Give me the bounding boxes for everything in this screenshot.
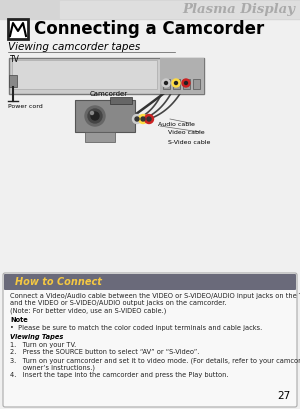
Bar (0, 0, 300, 19)
Text: owner’s instructions.): owner’s instructions.) (10, 364, 95, 371)
Text: 27: 27 (277, 391, 290, 401)
Bar (75, 100, 135, 132)
Bar (173, 79, 180, 89)
Circle shape (133, 115, 142, 124)
Bar (9, 58, 204, 94)
FancyBboxPatch shape (4, 274, 296, 290)
Text: Connect a Video/Audio cable between the VIDEO or S-VIDEO/AUDIO input jacks on th: Connect a Video/Audio cable between the … (10, 293, 300, 299)
Circle shape (172, 79, 180, 87)
Bar (193, 79, 200, 89)
Bar (60, 1, 300, 18)
Text: Note: Note (10, 317, 28, 324)
Text: 1.   Turn on your TV.: 1. Turn on your TV. (10, 342, 76, 348)
Bar (183, 79, 190, 89)
Text: Video cable: Video cable (168, 130, 205, 135)
Text: Power cord: Power cord (8, 104, 43, 109)
FancyBboxPatch shape (3, 273, 297, 407)
Bar (12, 60, 157, 89)
Bar (8, 19, 28, 39)
Circle shape (184, 81, 188, 85)
Circle shape (145, 115, 154, 124)
Bar (85, 132, 115, 142)
Text: •  Please be sure to match the color coded input terminals and cable jacks.: • Please be sure to match the color code… (10, 325, 262, 331)
Text: Plasma Display: Plasma Display (182, 4, 295, 16)
Circle shape (147, 117, 151, 121)
Text: Audio cable: Audio cable (158, 121, 195, 126)
Circle shape (162, 79, 170, 87)
Bar (160, 58, 204, 94)
Text: How to Connect: How to Connect (15, 277, 102, 287)
Circle shape (182, 79, 190, 87)
Text: TV: TV (10, 55, 20, 64)
Circle shape (139, 115, 148, 124)
Circle shape (175, 81, 178, 85)
Text: S-Video cable: S-Video cable (168, 139, 210, 144)
Text: 3.   Turn on your camcorder and set it to video mode. (For details, refer to you: 3. Turn on your camcorder and set it to … (10, 357, 300, 364)
Text: Connecting a Camcorder: Connecting a Camcorder (34, 20, 264, 38)
Text: Viewing camcorder tapes: Viewing camcorder tapes (8, 42, 140, 52)
Circle shape (85, 106, 105, 126)
Circle shape (88, 109, 102, 123)
Bar (163, 79, 170, 89)
Bar (9, 75, 17, 87)
Text: 2.   Press the SOURCE button to select “AV” or “S-Video”.: 2. Press the SOURCE button to select “AV… (10, 350, 200, 355)
Circle shape (91, 112, 94, 115)
Circle shape (91, 112, 99, 120)
Text: 4.   Insert the tape into the camcorder and press the Play button.: 4. Insert the tape into the camcorder an… (10, 372, 229, 378)
Circle shape (164, 81, 167, 85)
Circle shape (141, 117, 145, 121)
Text: (Note: For better video, use an S-VIDEO cable.): (Note: For better video, use an S-VIDEO … (10, 308, 166, 315)
Bar (110, 97, 132, 104)
Text: Camcorder: Camcorder (90, 91, 128, 97)
Text: Viewing Tapes: Viewing Tapes (10, 335, 63, 341)
Text: and the VIDEO or S-VIDEO/AUDIO output jacks on the camcorder.: and the VIDEO or S-VIDEO/AUDIO output ja… (10, 301, 226, 306)
Circle shape (135, 117, 139, 121)
